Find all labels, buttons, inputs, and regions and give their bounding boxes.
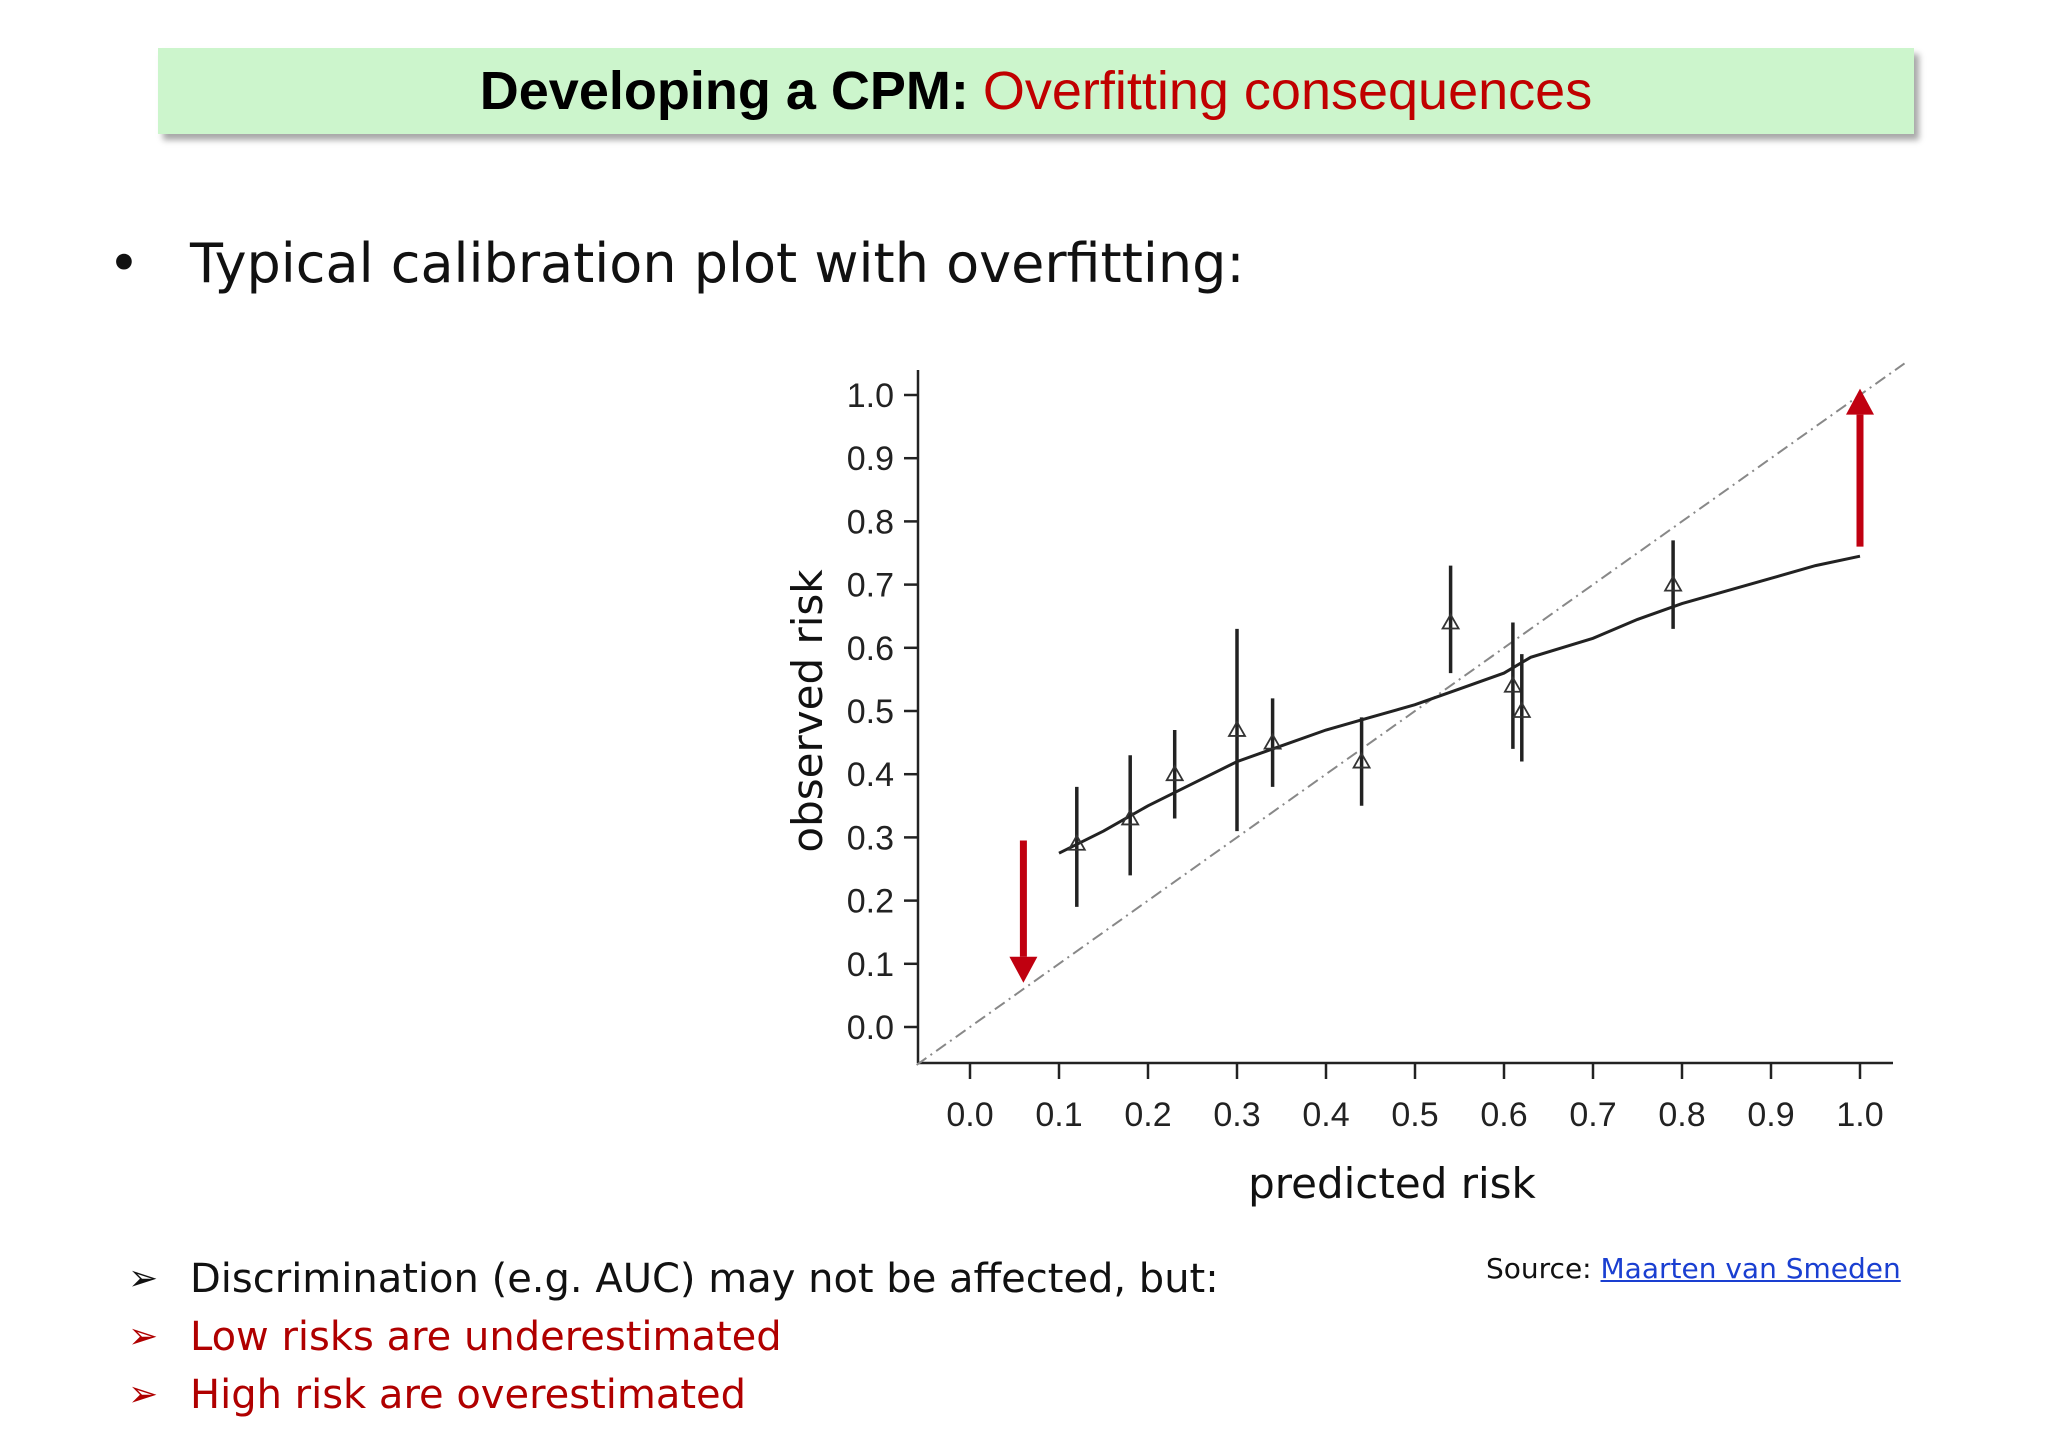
- slide-title: Developing a CPM: Overfitting consequenc…: [158, 48, 1914, 134]
- bullet-text: Typical calibration plot with overfittin…: [190, 232, 1245, 295]
- x-tick-label: 0.0: [946, 1096, 993, 1134]
- data-point-triangle: [1120, 808, 1140, 826]
- arrow-head-up: [1846, 388, 1874, 415]
- data-point-triangle: [1441, 612, 1461, 630]
- source-link[interactable]: Maarten van Smeden: [1600, 1252, 1901, 1285]
- bullet-marker: •: [108, 232, 140, 295]
- reference-line: [916, 362, 1906, 1066]
- y-tick-label: 0.6: [847, 630, 894, 668]
- data-point-triangle: [1067, 833, 1087, 851]
- data-point-triangle: [1352, 751, 1372, 769]
- note-text: Low risks are underestimated: [190, 1314, 782, 1360]
- note-marker: ➢: [128, 1316, 159, 1357]
- x-tick-label: 0.1: [1035, 1096, 1082, 1134]
- y-tick-label: 0.8: [847, 503, 894, 541]
- x-tick-label: 0.3: [1213, 1096, 1260, 1134]
- note-text: High risk are overestimated: [190, 1372, 747, 1418]
- y-tick-label: 0.7: [847, 567, 894, 605]
- y-tick-label: 0.9: [847, 440, 894, 478]
- note-high-risk: ➢ High risk are overestimated: [128, 1366, 1219, 1424]
- data-point-triangle: [1503, 675, 1523, 693]
- note-marker: ➢: [128, 1258, 159, 1299]
- note-discrimination: ➢ Discrimination (e.g. AUC) may not be a…: [128, 1250, 1219, 1308]
- y-tick-label: 0.4: [847, 756, 894, 794]
- note-marker: ➢: [128, 1374, 159, 1415]
- y-tick-label: 0.2: [847, 883, 894, 921]
- slide-title-prefix: Developing a CPM:: [479, 61, 969, 121]
- y-axis-label: observed risk: [783, 569, 832, 853]
- data-point-triangle: [1165, 764, 1185, 782]
- x-tick-label: 1.0: [1836, 1096, 1883, 1134]
- y-tick-label: 0.5: [847, 693, 894, 731]
- note-low-risk: ➢ Low risks are underestimated: [128, 1308, 1219, 1366]
- calibration-curve: [1058, 554, 1861, 855]
- data-point-triangle: [1227, 720, 1247, 737]
- source-label: Source:: [1486, 1252, 1592, 1285]
- y-tick-label: 1.0: [847, 377, 894, 415]
- y-tick-label: 0.3: [847, 819, 894, 857]
- x-tick-label: 0.8: [1658, 1096, 1705, 1134]
- x-tick-label: 0.6: [1480, 1096, 1527, 1134]
- x-tick-label: 0.5: [1391, 1096, 1438, 1134]
- x-tick-label: 0.4: [1302, 1096, 1349, 1134]
- x-tick-label: 0.7: [1569, 1096, 1616, 1134]
- main-bullet: • Typical calibration plot with overfitt…: [108, 232, 1245, 295]
- x-axis-label: predicted risk: [1248, 1159, 1536, 1208]
- data-point-triangle: [1663, 574, 1683, 592]
- note-text: Discrimination (e.g. AUC) may not be aff…: [190, 1256, 1219, 1302]
- data-point-triangle: [1512, 701, 1532, 718]
- x-tick-label: 0.9: [1747, 1096, 1794, 1134]
- slide-title-topic: Overfitting consequences: [982, 61, 1593, 121]
- notes-list: ➢ Discrimination (e.g. AUC) may not be a…: [128, 1250, 1219, 1424]
- arrow-head-down: [1009, 956, 1038, 983]
- source-citation: Source: Maarten van Smeden: [1486, 1252, 1901, 1285]
- data-point-triangle: [1263, 732, 1283, 750]
- y-tick-label: 0.1: [847, 946, 894, 984]
- y-tick-label: 0.0: [847, 1009, 894, 1047]
- x-tick-label: 0.2: [1124, 1096, 1171, 1134]
